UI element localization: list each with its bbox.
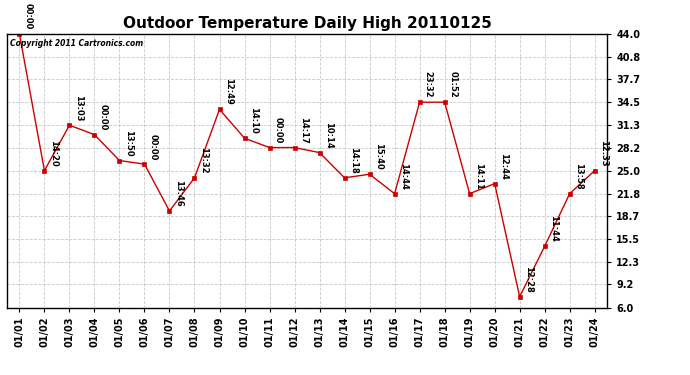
Text: Copyright 2011 Cartronics.com: Copyright 2011 Cartronics.com — [10, 39, 143, 48]
Text: 13:58: 13:58 — [574, 163, 583, 189]
Text: 13:03: 13:03 — [74, 94, 83, 121]
Title: Outdoor Temperature Daily High 20110125: Outdoor Temperature Daily High 20110125 — [123, 16, 491, 31]
Text: 15:40: 15:40 — [374, 143, 383, 170]
Text: 13:46: 13:46 — [174, 180, 183, 207]
Text: 01:52: 01:52 — [448, 71, 457, 98]
Text: 12:28: 12:28 — [524, 266, 533, 292]
Text: 12:49: 12:49 — [224, 78, 233, 105]
Text: 10:14: 10:14 — [324, 122, 333, 148]
Text: 14:18: 14:18 — [348, 147, 357, 174]
Text: 14:44: 14:44 — [399, 163, 408, 189]
Text: 13:50: 13:50 — [124, 130, 132, 156]
Text: 00:00: 00:00 — [23, 3, 32, 30]
Text: 14:11: 14:11 — [474, 163, 483, 189]
Text: 14:20: 14:20 — [48, 140, 57, 166]
Text: 14:17: 14:17 — [299, 117, 308, 143]
Text: 00:00: 00:00 — [148, 134, 157, 160]
Text: 23:32: 23:32 — [424, 71, 433, 98]
Text: 14:10: 14:10 — [248, 107, 257, 134]
Text: 11:44: 11:44 — [549, 215, 558, 242]
Text: 12:33: 12:33 — [599, 140, 608, 166]
Text: 12:44: 12:44 — [499, 153, 508, 179]
Text: 00:00: 00:00 — [274, 117, 283, 143]
Text: 13:32: 13:32 — [199, 147, 208, 174]
Text: 00:00: 00:00 — [99, 104, 108, 130]
